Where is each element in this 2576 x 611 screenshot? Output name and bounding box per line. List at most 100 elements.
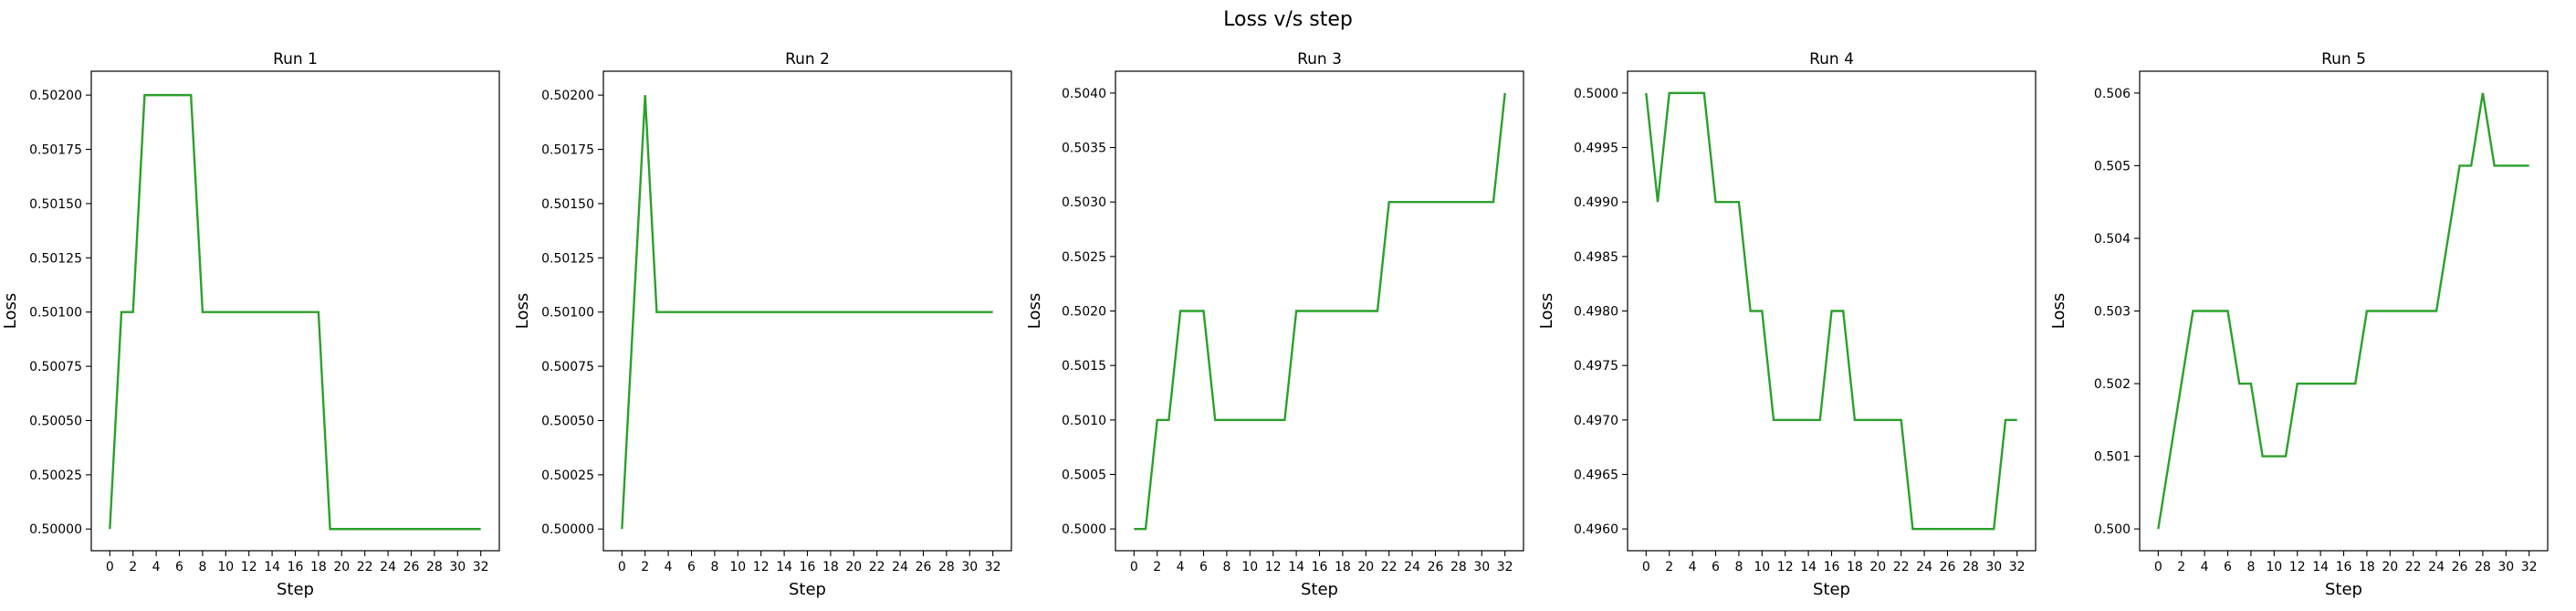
y-axis-label: Loss (513, 293, 532, 329)
x-tick-label: 18 (310, 560, 327, 574)
x-tick-label: 28 (1450, 560, 1467, 574)
x-tick-label: 22 (869, 560, 885, 574)
x-tick-label: 4 (2201, 560, 2209, 574)
y-tick-label: 0.503 (2094, 305, 2131, 320)
x-tick-label: 4 (152, 560, 161, 574)
x-axis-label: Step (1301, 580, 1338, 599)
x-tick-label: 32 (2009, 560, 2026, 574)
x-tick-label: 8 (710, 560, 718, 574)
y-tick-label: 0.4990 (1574, 195, 1618, 210)
x-tick-label: 16 (800, 560, 816, 574)
x-tick-label: 6 (175, 560, 183, 574)
x-tick-label: 24 (1404, 560, 1420, 574)
y-tick-label: 0.5005 (1062, 468, 1106, 482)
y-tick-label: 0.5000 (1062, 522, 1106, 537)
x-tick-label: 2 (1153, 560, 1161, 574)
x-tick-label: 28 (1963, 560, 1979, 574)
y-tick-label: 0.50050 (29, 414, 82, 428)
x-tick-label: 8 (2246, 560, 2255, 574)
x-tick-label: 26 (916, 560, 932, 574)
x-tick-label: 2 (1665, 560, 1673, 574)
x-tick-label: 20 (333, 560, 350, 574)
x-tick-label: 20 (1869, 560, 1886, 574)
x-tick-label: 6 (2224, 560, 2232, 574)
subplot-title: Run 1 (273, 50, 318, 68)
y-tick-label: 0.50025 (29, 469, 82, 483)
y-tick-label: 0.501 (2094, 450, 2131, 465)
x-tick-label: 8 (1734, 560, 1743, 574)
x-tick-label: 24 (380, 560, 396, 574)
y-axis-label: Loss (1537, 293, 1556, 329)
x-tick-label: 4 (1689, 560, 1697, 574)
y-tick-label: 0.50200 (541, 89, 594, 103)
x-tick-label: 20 (2382, 560, 2398, 574)
x-tick-label: 20 (1357, 560, 1374, 574)
y-tick-label: 0.4980 (1574, 305, 1618, 320)
y-tick-label: 0.504 (2094, 232, 2131, 247)
x-tick-label: 32 (1497, 560, 1513, 574)
x-tick-label: 4 (1177, 560, 1185, 574)
x-tick-label: 12 (753, 560, 770, 574)
x-tick-label: 10 (1241, 560, 1258, 574)
x-tick-label: 32 (2521, 560, 2538, 574)
subplot-title: Run 4 (1809, 50, 1854, 68)
x-tick-label: 18 (1847, 560, 1863, 574)
x-tick-label: 16 (1312, 560, 1328, 574)
x-tick-label: 26 (1940, 560, 1956, 574)
y-tick-label: 0.50100 (541, 306, 594, 321)
x-tick-label: 22 (1893, 560, 1910, 574)
x-tick-label: 0 (1642, 560, 1650, 574)
x-tick-label: 16 (1824, 560, 1840, 574)
y-tick-label: 0.50050 (541, 414, 594, 428)
x-axis-label: Step (1813, 580, 1850, 599)
x-tick-label: 12 (1265, 560, 1282, 574)
y-tick-label: 0.4985 (1574, 250, 1618, 265)
x-tick-label: 4 (665, 560, 673, 574)
x-axis-label: Step (2325, 580, 2362, 599)
y-tick-label: 0.50200 (29, 89, 82, 103)
x-tick-label: 10 (2266, 560, 2282, 574)
x-tick-label: 10 (217, 560, 234, 574)
y-tick-label: 0.5030 (1062, 195, 1106, 210)
y-tick-label: 0.50175 (541, 143, 594, 158)
x-tick-label: 32 (473, 560, 489, 574)
x-tick-label: 8 (198, 560, 206, 574)
y-tick-label: 0.506 (2094, 87, 2131, 101)
x-tick-label: 30 (2497, 560, 2514, 574)
x-tick-label: 28 (938, 560, 955, 574)
x-tick-label: 14 (1800, 560, 1817, 574)
x-tick-label: 14 (1288, 560, 1304, 574)
subplot-title: Run 2 (785, 50, 830, 68)
figure-suptitle: Loss v/s step (1223, 8, 1353, 31)
x-tick-label: 12 (241, 560, 257, 574)
x-tick-label: 6 (1712, 560, 1720, 574)
x-tick-label: 22 (357, 560, 373, 574)
x-tick-label: 26 (2452, 560, 2468, 574)
x-tick-label: 6 (1199, 560, 1208, 574)
y-tick-label: 0.50100 (29, 306, 82, 321)
y-tick-label: 0.50000 (29, 522, 82, 537)
x-tick-label: 20 (845, 560, 862, 574)
x-tick-label: 12 (1777, 560, 1794, 574)
x-tick-label: 30 (449, 560, 466, 574)
x-tick-label: 30 (961, 560, 978, 574)
y-tick-label: 0.50000 (541, 522, 594, 537)
y-tick-label: 0.5040 (1062, 87, 1106, 101)
y-tick-label: 0.500 (2094, 522, 2131, 537)
subplot-title: Run 3 (1297, 50, 1342, 68)
x-tick-label: 30 (1473, 560, 1490, 574)
y-tick-label: 0.5000 (1574, 87, 1618, 101)
y-tick-label: 0.50075 (541, 360, 594, 374)
x-tick-label: 18 (2359, 560, 2375, 574)
x-tick-label: 18 (822, 560, 839, 574)
y-tick-label: 0.4960 (1574, 522, 1618, 537)
y-tick-label: 0.505 (2094, 159, 2131, 174)
x-tick-label: 28 (2475, 560, 2491, 574)
x-tick-label: 24 (892, 560, 908, 574)
x-tick-label: 0 (2154, 560, 2162, 574)
x-tick-label: 10 (729, 560, 746, 574)
y-axis-label: Loss (1, 293, 20, 329)
x-tick-label: 16 (288, 560, 304, 574)
y-tick-label: 0.502 (2094, 377, 2131, 392)
